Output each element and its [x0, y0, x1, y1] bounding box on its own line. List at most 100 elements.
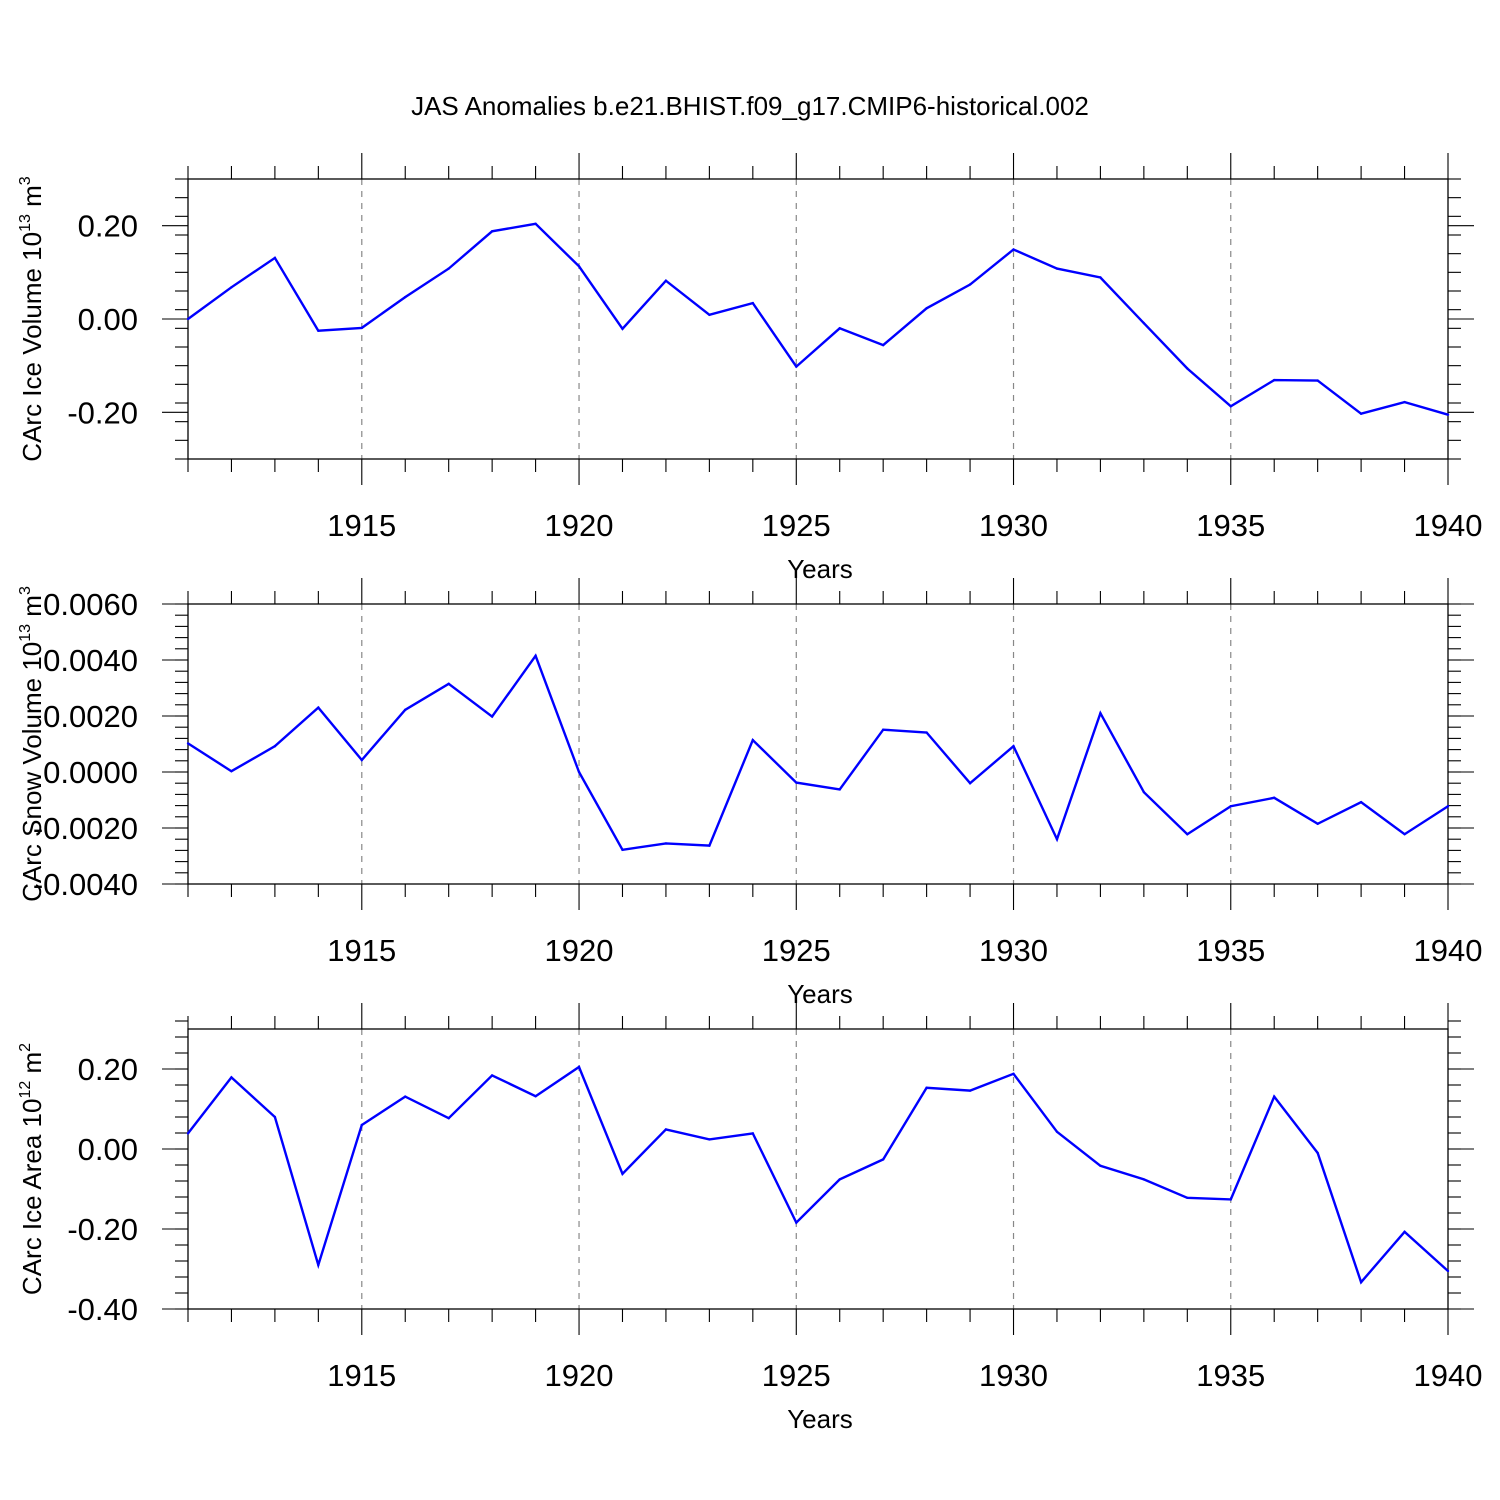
x-tick-label: 1920: [545, 1358, 614, 1393]
data-point: [186, 317, 190, 321]
data-point: [1229, 405, 1232, 408]
data-point: [751, 301, 755, 305]
data-point: [404, 1095, 407, 1098]
x-tick-label: 1925: [762, 933, 831, 968]
plot-frame: [187, 1028, 1449, 1310]
data-point: [838, 327, 841, 330]
data-point: [1403, 1230, 1406, 1234]
data-point: [1446, 413, 1450, 416]
data-point: [577, 1065, 581, 1069]
y-tick-label: -0.0040: [33, 867, 138, 902]
data-point: [751, 1132, 755, 1135]
data-point: [925, 307, 928, 310]
x-axis-label: Years: [787, 979, 853, 1009]
y-tick-label: 0.00: [78, 302, 138, 337]
data-point: [1273, 378, 1276, 382]
data-point: [1273, 796, 1276, 799]
data-point: [1403, 832, 1406, 836]
y-tick-label: 0.00: [78, 1132, 138, 1167]
chart-panel-2: -0.0040 -0.0020 0.0000 0.0020 0.0040 0.0060 19…: [17, 578, 1482, 1009]
data-point: [447, 1117, 450, 1120]
chart-panel-1: -0.20 0.00 0.20 1915 1920 1925 1930 1935 1940 Yea…: [17, 153, 1482, 584]
data-point: [447, 267, 450, 270]
series-line: [187, 1065, 1449, 1285]
data-point: [838, 1178, 841, 1181]
data-point: [1099, 712, 1102, 715]
x-tick-label: 1930: [979, 933, 1048, 968]
y-tick-label: -0.20: [67, 1212, 138, 1247]
data-point: [1186, 832, 1189, 836]
data-point: [1273, 1095, 1276, 1098]
data-point: [708, 313, 711, 316]
data-point: [968, 782, 972, 785]
data-point: [1012, 745, 1015, 748]
data-point: [795, 781, 798, 784]
x-tick-label: 1920: [545, 933, 614, 968]
x-tick-label: 1935: [1196, 933, 1265, 968]
data-point: [1316, 379, 1319, 382]
data-point: [1403, 400, 1406, 404]
x-tick-label: 1940: [1414, 508, 1483, 543]
data-point: [1012, 1072, 1015, 1076]
data-point: [360, 758, 363, 762]
data-point: [577, 770, 581, 774]
x-tick-label: 1930: [979, 508, 1048, 543]
data-point: [404, 295, 407, 299]
data-point: [1142, 322, 1146, 325]
data-point: [838, 788, 841, 791]
data-point: [1012, 248, 1015, 251]
data-point: [795, 365, 798, 368]
x-tick-label: 1925: [762, 1358, 831, 1393]
data-point: [360, 1123, 363, 1127]
data-point: [968, 283, 972, 286]
data-point: [1186, 1196, 1189, 1200]
y-tick-label: 0.0000: [43, 755, 138, 790]
data-point: [1359, 801, 1363, 804]
data-point: [1229, 804, 1232, 808]
data-point: [186, 1132, 190, 1135]
data-point: [534, 654, 537, 657]
data-point: [621, 327, 624, 330]
x-axis-label: Years: [787, 1404, 853, 1434]
data-point: [621, 848, 624, 852]
y-axis-label: CArc Snow Volume 1013 m3: [17, 586, 47, 902]
x-tick-label: 1915: [327, 508, 396, 543]
data-point: [1055, 267, 1059, 270]
data-point: [230, 1076, 233, 1079]
y-tick-label: 0.0040: [43, 643, 138, 678]
data-point: [534, 222, 537, 225]
x-tick-label: 1925: [762, 508, 831, 543]
data-point: [968, 1089, 972, 1092]
data-point: [1055, 838, 1059, 841]
data-point: [708, 844, 711, 847]
chart-panel-3: -0.40 -0.20 0.00 0.20 1915 1920 1925 1930 1935 19…: [17, 1003, 1482, 1434]
plot-frame: [187, 178, 1449, 460]
data-point: [230, 286, 233, 289]
data-point: [751, 738, 755, 742]
data-point: [881, 343, 885, 347]
data-point: [490, 230, 494, 233]
data-point: [317, 1263, 320, 1267]
data-point: [490, 1074, 494, 1077]
x-tick-label: 1920: [545, 508, 614, 543]
series-line: [187, 653, 1449, 852]
data-point: [1359, 1281, 1363, 1284]
y-tick-label: 0.20: [78, 209, 138, 244]
y-tick-label: 0.0020: [43, 699, 138, 734]
data-point: [664, 1128, 668, 1131]
y-tick-label: -0.20: [67, 395, 138, 430]
x-tick-label: 1940: [1414, 933, 1483, 968]
x-tick-label: 1915: [327, 1358, 396, 1393]
x-tick-label: 1915: [327, 933, 396, 968]
data-point: [490, 715, 494, 718]
data-point: [1099, 1164, 1102, 1168]
data-point: [273, 1115, 277, 1119]
x-tick-label: 1935: [1196, 1358, 1265, 1393]
series-line: [187, 222, 1449, 416]
data-point: [186, 742, 190, 745]
x-tick-label: 1940: [1414, 1358, 1483, 1393]
data-point: [881, 728, 885, 731]
data-point: [708, 1138, 711, 1141]
data-point: [273, 745, 277, 748]
